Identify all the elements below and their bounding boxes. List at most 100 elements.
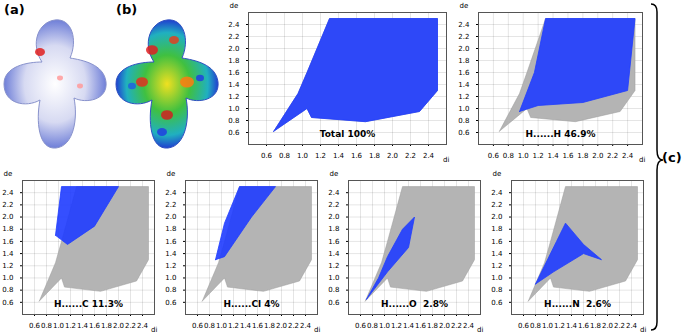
svg-text:1.2: 1.2 — [228, 322, 239, 330]
svg-text:0.6: 0.6 — [488, 152, 500, 160]
svg-text:2.4: 2.4 — [463, 322, 475, 330]
svg-text:1.2: 1.2 — [554, 322, 565, 330]
svg-text:0.8: 0.8 — [279, 152, 290, 160]
svg-text:0.6: 0.6 — [2, 299, 14, 307]
svg-text:2.4: 2.4 — [423, 152, 435, 160]
svg-text:di: di — [640, 326, 646, 334]
svg-text:1.8: 1.8 — [2, 225, 13, 233]
svg-text:1.0: 1.0 — [216, 322, 227, 330]
svg-text:2.2: 2.2 — [165, 201, 176, 209]
svg-text:0.6: 0.6 — [355, 322, 367, 330]
svg-text:1.4: 1.4 — [566, 322, 578, 330]
svg-text:2.2: 2.2 — [405, 152, 416, 160]
svg-text:2.4: 2.4 — [2, 189, 14, 197]
svg-text:2.0: 2.0 — [458, 45, 469, 53]
svg-text:1.8: 1.8 — [491, 225, 502, 233]
svg-text:2.4: 2.4 — [228, 21, 240, 29]
svg-text:1.2: 1.2 — [2, 262, 13, 270]
svg-text:1.2: 1.2 — [315, 152, 326, 160]
svg-text:1.2: 1.2 — [491, 262, 502, 270]
svg-text:2.2: 2.2 — [607, 152, 618, 160]
svg-text:2.0: 2.0 — [2, 213, 13, 221]
svg-text:0.8: 0.8 — [503, 152, 514, 160]
svg-text:H......C 11.3%: H......C 11.3% — [54, 299, 123, 309]
svg-text:1.8: 1.8 — [577, 152, 588, 160]
svg-text:H......O 2.8%: H......O 2.8% — [381, 299, 448, 309]
svg-text:1.4: 1.4 — [333, 152, 345, 160]
svg-text:1.6: 1.6 — [415, 322, 427, 330]
svg-text:2.4: 2.4 — [300, 322, 312, 330]
svg-text:1.0: 1.0 — [491, 274, 502, 282]
svg-text:2.2: 2.2 — [328, 201, 339, 209]
svg-text:1.2: 1.2 — [228, 93, 239, 101]
svg-text:de: de — [330, 170, 339, 178]
svg-text:2.0: 2.0 — [165, 213, 176, 221]
svg-text:1.8: 1.8 — [101, 322, 112, 330]
svg-text:0.6: 0.6 — [491, 299, 503, 307]
svg-text:1.4: 1.4 — [547, 152, 559, 160]
svg-text:1.2: 1.2 — [458, 93, 469, 101]
svg-text:1.4: 1.4 — [328, 250, 340, 258]
svg-text:1.6: 1.6 — [562, 152, 574, 160]
svg-text:1.2: 1.2 — [533, 152, 544, 160]
svg-text:2.0: 2.0 — [439, 322, 450, 330]
svg-text:1.4: 1.4 — [77, 322, 89, 330]
svg-text:1.2: 1.2 — [165, 262, 176, 270]
svg-text:0.6: 0.6 — [328, 299, 340, 307]
svg-text:de: de — [460, 2, 469, 10]
svg-text:0.8: 0.8 — [2, 286, 13, 294]
svg-text:1.6: 1.6 — [578, 322, 590, 330]
svg-text:2.2: 2.2 — [2, 201, 13, 209]
svg-text:2.2: 2.2 — [614, 322, 625, 330]
svg-text:2.0: 2.0 — [387, 152, 398, 160]
svg-text:0.8: 0.8 — [367, 322, 378, 330]
svg-text:de: de — [493, 170, 502, 178]
svg-text:2.0: 2.0 — [113, 322, 124, 330]
svg-text:de: de — [167, 170, 176, 178]
svg-text:1.8: 1.8 — [427, 322, 438, 330]
svg-text:2.0: 2.0 — [592, 152, 603, 160]
svg-text:1.2: 1.2 — [328, 262, 339, 270]
svg-text:di: di — [639, 156, 645, 164]
svg-text:0.8: 0.8 — [491, 286, 502, 294]
svg-text:1.8: 1.8 — [165, 225, 176, 233]
svg-text:1.4: 1.4 — [2, 250, 14, 258]
svg-text:1.4: 1.4 — [240, 322, 252, 330]
svg-text:1.0: 1.0 — [379, 322, 390, 330]
svg-text:2.2: 2.2 — [125, 322, 136, 330]
svg-text:0.6: 0.6 — [228, 129, 240, 137]
svg-text:H......H 46.9%: H......H 46.9% — [526, 129, 596, 139]
svg-text:1.6: 1.6 — [228, 69, 240, 77]
svg-text:0.8: 0.8 — [228, 117, 239, 125]
svg-text:di: di — [477, 326, 483, 334]
svg-text:2.2: 2.2 — [458, 33, 469, 41]
svg-text:Total 100%: Total 100% — [320, 129, 376, 139]
svg-text:0.6: 0.6 — [29, 322, 41, 330]
svg-text:1.8: 1.8 — [264, 322, 275, 330]
svg-text:0.6: 0.6 — [165, 299, 177, 307]
svg-text:2.4: 2.4 — [622, 152, 634, 160]
svg-text:1.6: 1.6 — [351, 152, 363, 160]
svg-text:1.2: 1.2 — [65, 322, 76, 330]
svg-text:1.6: 1.6 — [252, 322, 264, 330]
svg-text:1.6: 1.6 — [328, 238, 340, 246]
svg-text:di: di — [314, 326, 320, 334]
svg-text:2.4: 2.4 — [165, 189, 177, 197]
svg-text:1.0: 1.0 — [328, 274, 339, 282]
svg-text:2.2: 2.2 — [228, 33, 239, 41]
svg-text:1.4: 1.4 — [491, 250, 503, 258]
svg-text:de: de — [4, 170, 13, 178]
svg-text:1.2: 1.2 — [391, 322, 402, 330]
svg-text:H......Cl 4%: H......Cl 4% — [223, 299, 279, 309]
svg-text:0.8: 0.8 — [165, 286, 176, 294]
svg-text:1.0: 1.0 — [165, 274, 176, 282]
svg-text:1.0: 1.0 — [228, 105, 239, 113]
svg-text:2.0: 2.0 — [328, 213, 339, 221]
svg-text:0.6: 0.6 — [261, 152, 273, 160]
svg-text:di: di — [443, 156, 449, 164]
svg-text:2.0: 2.0 — [276, 322, 287, 330]
svg-text:2.0: 2.0 — [602, 322, 613, 330]
svg-text:2.4: 2.4 — [458, 21, 470, 29]
svg-text:1.0: 1.0 — [458, 105, 469, 113]
svg-text:1.0: 1.0 — [2, 274, 13, 282]
